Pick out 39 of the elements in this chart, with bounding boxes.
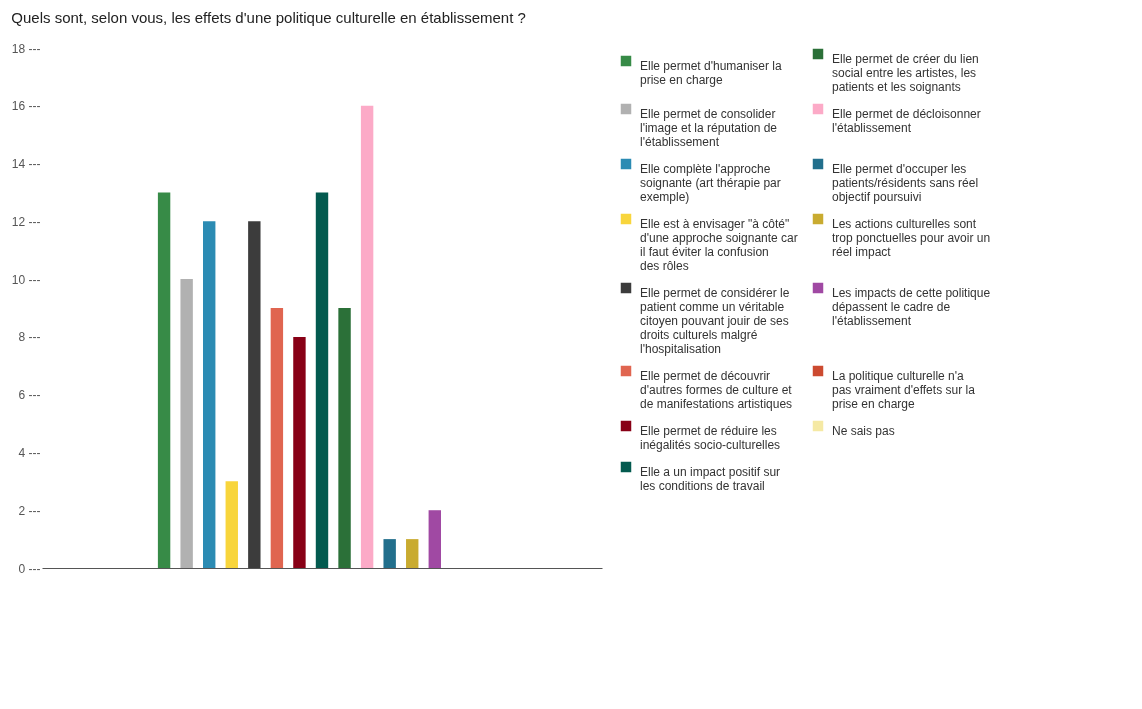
bar <box>203 221 216 568</box>
legend-label: Elle permet de consolider l'image et la réputation de l'établissement <box>640 107 778 149</box>
legend-label: Elle permet de découvrir d'autres formes de culture et de manifestations artistiques <box>640 369 793 411</box>
bar <box>270 308 284 568</box>
legend-label: Elle permet de créer du lien social entre les artistes, les patients et les soignants <box>832 52 979 94</box>
bar <box>338 308 351 568</box>
legend-label: Elle permet de réduire les inégalités socio-culturelles <box>640 424 781 452</box>
legend-label: Elle a un impact positif sur les conditions de travail <box>640 465 781 493</box>
y-tick-label: 12 --- <box>11 214 41 229</box>
legend-label: La politique culturelle n'a pas vraiment d'effets sur la prise en charge <box>832 369 976 411</box>
bar <box>248 221 261 568</box>
bar <box>428 510 441 568</box>
legend-label: Elle permet d'humaniser la prise en charge <box>640 59 783 87</box>
y-tick-label: 8 --- <box>18 330 41 345</box>
bar <box>315 192 329 568</box>
legend-label: Elle permet de décloisonner l'établissement <box>832 107 981 135</box>
legend-label: Elle permet de considérer le patient comme un véritable citoyen pouvant jouir de ses droits culturels malgré l'hospitalisation <box>640 286 790 356</box>
legend-label: Les actions culturelles sont trop ponctuelles pour avoir un réel impact <box>832 217 991 259</box>
y-tick-label: 10 --- <box>11 272 41 287</box>
legend-label: Les impacts de cette politique dépassent le cadre de l'établissement <box>832 286 991 328</box>
legend-label: Elle complète l'approche soignante (art thérapie par exemple) <box>640 162 781 204</box>
y-tick-label: 16 --- <box>11 99 41 114</box>
bar <box>293 336 306 568</box>
bar <box>360 105 374 568</box>
y-tick-label: 14 --- <box>11 157 41 172</box>
chart-title: Quels sont, selon vous, les effets d'une politique culturelle en établissement ? <box>11 9 526 26</box>
bar <box>157 192 171 568</box>
legend-label: Ne sais pas <box>832 424 895 438</box>
bar <box>383 539 396 568</box>
bar <box>406 539 419 568</box>
legend-label: Elle est à envisager "à côté" d'une approche soignante car il faut éviter la confusion des rôles <box>640 217 798 273</box>
y-tick-label: 6 --- <box>18 388 41 403</box>
y-tick-label: 18 --- <box>11 41 41 56</box>
bar <box>225 481 238 568</box>
y-tick-label: 4 --- <box>18 445 41 460</box>
y-tick-label: 0 --- <box>18 561 41 576</box>
bar <box>180 279 193 568</box>
y-tick-label: 2 --- <box>18 503 41 518</box>
legend-label: Elle permet d'occuper les patients/résidents sans réel objectif poursuivi <box>832 162 979 204</box>
